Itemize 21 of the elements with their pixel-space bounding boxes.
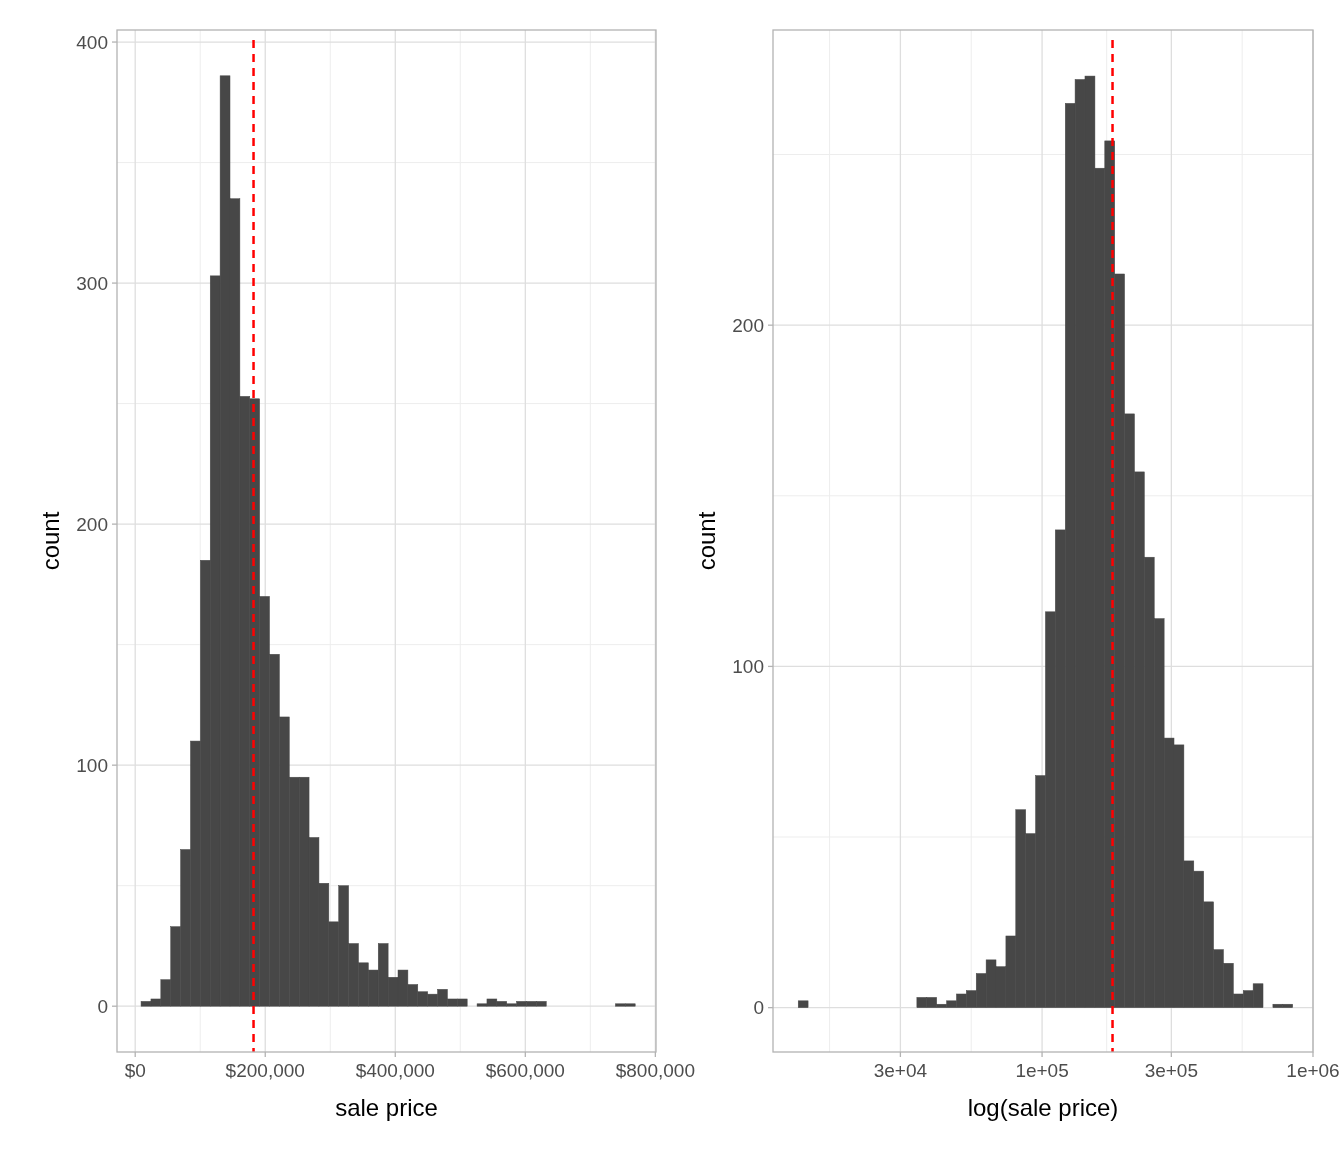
y-tick-label: 400: [76, 31, 108, 53]
x-axis-title: sale price: [335, 1094, 438, 1121]
x-tick-label: $200,000: [225, 1060, 305, 1081]
y-tick-label: 100: [732, 656, 764, 678]
y-tick-label: 0: [753, 997, 764, 1019]
y-tick-label: 200: [732, 314, 764, 336]
y-tick-label: 300: [76, 272, 108, 294]
y-tick-label: 200: [76, 513, 108, 535]
y-axis-title: count: [37, 511, 65, 571]
x-tick-label: 3e+04: [873, 1060, 928, 1081]
y-tick-label: 100: [76, 754, 108, 776]
x-tick-label: $0: [124, 1060, 146, 1081]
x-tick-label: 3e+05: [1144, 1060, 1199, 1081]
y-axis-title: count: [693, 511, 721, 571]
y-tick-label: 0: [97, 995, 108, 1017]
x-axis-title: log(sale price): [967, 1094, 1119, 1121]
x-tick-label: $800,000: [615, 1060, 695, 1081]
x-tick-label: 1e+05: [1015, 1060, 1069, 1081]
x-tick-label: $600,000: [485, 1060, 565, 1081]
x-tick-label: 1e+06: [1286, 1060, 1340, 1081]
x-tick-label: $400,000: [355, 1060, 435, 1081]
